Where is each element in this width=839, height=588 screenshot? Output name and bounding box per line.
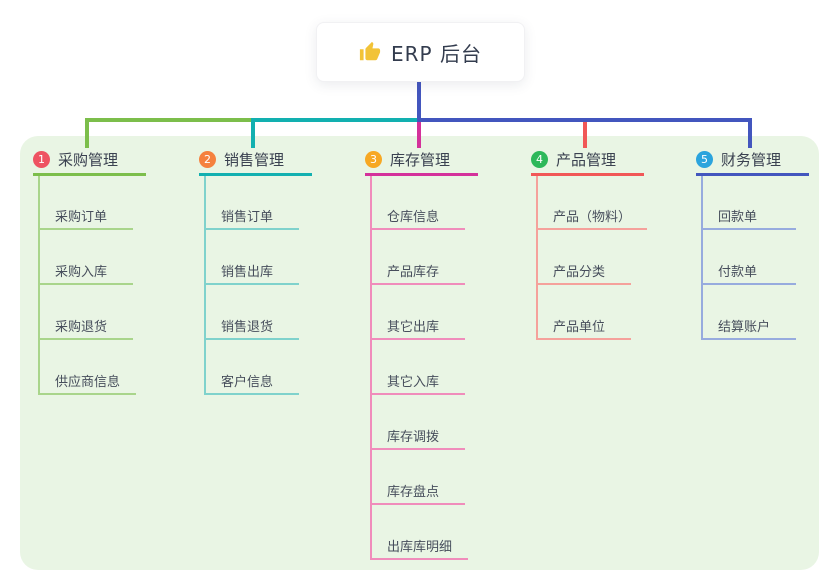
child-node[interactable]: 其它入库 [370, 372, 465, 395]
child-node[interactable]: 库存调拨 [370, 427, 465, 450]
child-node[interactable]: 仓库信息 [370, 207, 465, 230]
child-node[interactable]: 客户信息 [204, 372, 299, 395]
branch-child-line [204, 176, 206, 394]
branch-title: 产品管理 [556, 151, 617, 169]
branch-header-finance[interactable]: 5 财务管理 [696, 146, 809, 176]
branch-drop-finance [748, 118, 752, 148]
root-node[interactable]: ERP 后台 [316, 22, 525, 82]
child-node[interactable]: 采购订单 [38, 207, 133, 230]
branch-badge: 1 [33, 151, 50, 168]
branch-child-line [370, 176, 372, 559]
child-node[interactable]: 其它出库 [370, 317, 465, 340]
child-node[interactable]: 产品库存 [370, 262, 465, 285]
branch-drop-sales [251, 118, 255, 148]
bus-segment-mid [251, 118, 421, 122]
bus-segment-right [417, 118, 752, 122]
bus-segment-left [85, 118, 255, 122]
root-stem-line [417, 80, 421, 122]
branch-badge: 3 [365, 151, 382, 168]
branch-title: 采购管理 [58, 151, 119, 169]
branch-title: 财务管理 [721, 151, 782, 169]
child-node[interactable]: 出库库明细 [370, 537, 469, 560]
child-node[interactable]: 付款单 [701, 262, 796, 285]
branch-badge: 5 [696, 151, 713, 168]
branch-header-sales[interactable]: 2 销售管理 [199, 146, 312, 176]
branch-child-line [701, 176, 703, 339]
child-node[interactable]: 产品分类 [536, 262, 631, 285]
child-node[interactable]: 结算账户 [701, 317, 796, 340]
root-title: ERP 后台 [391, 41, 482, 66]
child-node[interactable]: 产品单位 [536, 317, 631, 340]
branch-drop-purchase [85, 118, 89, 148]
branch-header-purchase[interactable]: 1 采购管理 [33, 146, 146, 176]
branch-column-sales: 2 销售管理 销售订单 销售出库 销售退货 客户信息 [199, 146, 312, 395]
child-node[interactable]: 供应商信息 [38, 372, 137, 395]
branch-title: 销售管理 [224, 151, 285, 169]
branch-column-product: 4 产品管理 产品（物料） 产品分类 产品单位 [531, 146, 648, 340]
branch-column-purchase: 1 采购管理 采购订单 采购入库 采购退货 供应商信息 [33, 146, 146, 395]
branch-title: 库存管理 [390, 151, 451, 169]
branches-panel [20, 136, 819, 570]
child-node[interactable]: 销售退货 [204, 317, 299, 340]
branch-column-finance: 5 财务管理 回款单 付款单 结算账户 [696, 146, 809, 340]
branch-badge: 2 [199, 151, 216, 168]
branch-drop-product [583, 118, 587, 148]
thumbs-up-icon [359, 41, 381, 61]
branch-badge: 4 [531, 151, 548, 168]
branch-drop-inventory [417, 118, 421, 148]
child-node[interactable]: 采购入库 [38, 262, 133, 285]
child-node[interactable]: 产品（物料） [536, 207, 648, 230]
branch-column-inventory: 3 库存管理 仓库信息 产品库存 其它出库 其它入库 库存调拨 库存盘点 出库库… [365, 146, 478, 560]
branch-child-line [536, 176, 538, 339]
child-node[interactable]: 销售出库 [204, 262, 299, 285]
branch-child-line [38, 176, 40, 394]
branch-header-product[interactable]: 4 产品管理 [531, 146, 644, 176]
branch-header-inventory[interactable]: 3 库存管理 [365, 146, 478, 176]
child-node[interactable]: 回款单 [701, 207, 796, 230]
child-node[interactable]: 采购退货 [38, 317, 133, 340]
child-node[interactable]: 销售订单 [204, 207, 299, 230]
child-node[interactable]: 库存盘点 [370, 482, 465, 505]
